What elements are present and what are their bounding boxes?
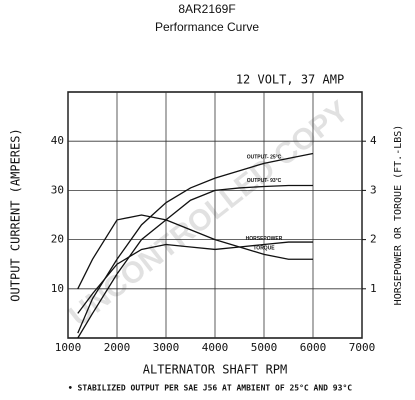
- y2-axis-label: HORSEPOWER OR TORQUE (FT.-LBS): [393, 125, 404, 306]
- annotation: 12 VOLT, 37 AMP: [236, 73, 344, 87]
- x-tick-label: 3000: [153, 341, 180, 354]
- x-tick-label: 7000: [349, 341, 376, 354]
- y2-tick-label: 3: [370, 183, 377, 196]
- series-line: [77, 241, 313, 314]
- series-line: [77, 152, 314, 334]
- series-label: OUTPUT- 93°C: [247, 178, 282, 184]
- x-tick-label: 1000: [55, 341, 82, 354]
- series-line: [77, 184, 313, 339]
- x-tick-label: 6000: [300, 341, 327, 354]
- y-tick-label: 20: [51, 233, 64, 246]
- y2-tick-label: 2: [370, 233, 377, 246]
- chart-subtitle: Performance Curve: [155, 20, 259, 34]
- series-line: [77, 214, 313, 290]
- y2-tick-label: 1: [370, 282, 377, 295]
- y-tick-label: 40: [51, 134, 64, 147]
- y-axis-label: OUTPUT CURRENT (AMPERES): [9, 128, 23, 301]
- watermark: UNCONTROLLED COPY: [63, 95, 355, 333]
- footnote: • STABILIZED OUTPUT PER SAE J56 AT AMBIE…: [68, 384, 352, 393]
- series-label: TORQUE: [253, 246, 275, 252]
- x-tick-label: 5000: [251, 341, 278, 354]
- x-tick-label: 2000: [104, 341, 131, 354]
- y2-tick-label: 4: [370, 134, 377, 147]
- series-label: HORSEPOWER: [246, 236, 283, 242]
- series-label: OUTPUT- 25°C: [247, 155, 282, 161]
- y-tick-label: 10: [51, 282, 64, 295]
- x-tick-label: 4000: [202, 341, 229, 354]
- y-tick-label: 30: [51, 183, 64, 196]
- chart-title: 8AR2169F: [178, 2, 235, 16]
- x-axis-label: ALTERNATOR SHAFT RPM: [143, 363, 288, 377]
